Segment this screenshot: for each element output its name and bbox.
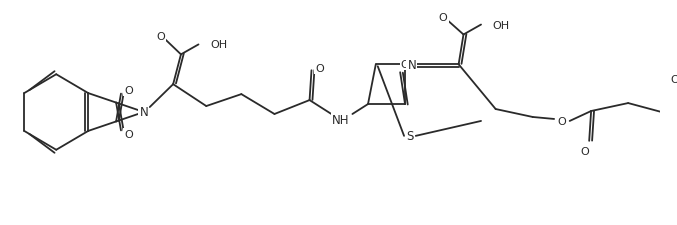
Text: O: O	[670, 75, 677, 85]
Text: O: O	[156, 32, 165, 42]
Text: O: O	[315, 64, 324, 74]
Text: O: O	[125, 85, 133, 95]
Text: OH: OH	[493, 20, 510, 30]
Text: O: O	[401, 60, 410, 70]
Text: O: O	[580, 146, 589, 156]
Text: O: O	[558, 116, 566, 126]
Text: S: S	[406, 130, 414, 143]
Text: O: O	[125, 130, 133, 140]
Text: N: N	[408, 58, 416, 72]
Text: NH: NH	[332, 114, 349, 127]
Text: O: O	[439, 13, 447, 22]
Text: N: N	[139, 106, 148, 119]
Text: OH: OH	[210, 40, 227, 50]
